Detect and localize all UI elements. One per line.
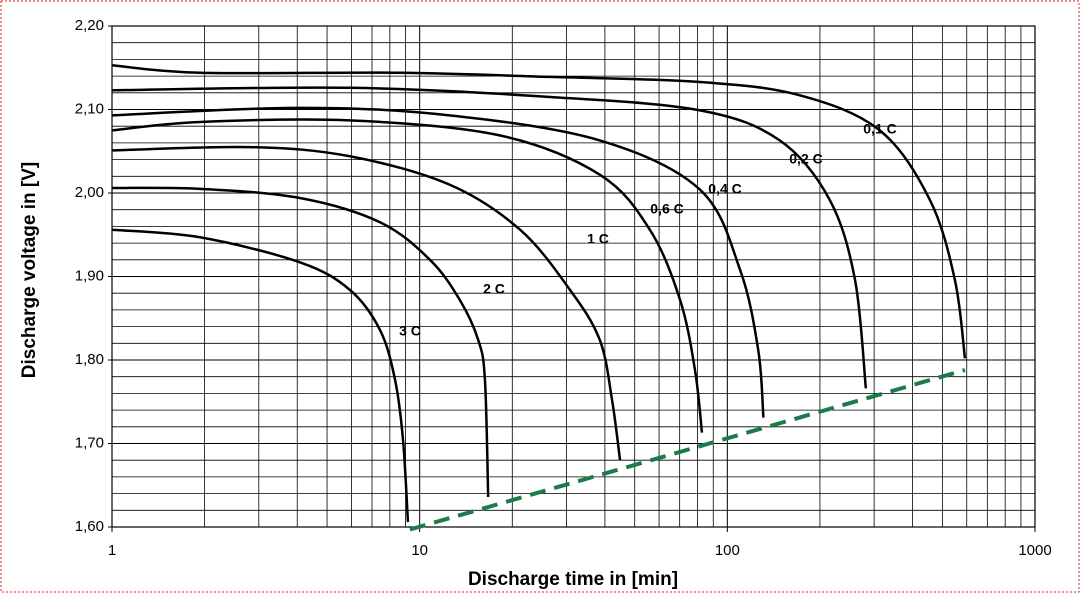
plot-border bbox=[111, 25, 1036, 528]
x-tick-label: 1000 bbox=[1018, 542, 1051, 559]
x-tick-label: 100 bbox=[715, 542, 740, 559]
x-tick-label: 1 bbox=[108, 542, 116, 559]
curve bbox=[111, 106, 765, 418]
limit-line bbox=[409, 368, 966, 532]
curve-label: 0,2 C bbox=[789, 151, 822, 167]
curve-label: 3 C bbox=[399, 323, 421, 339]
y-tick-label: 2,20 bbox=[75, 17, 104, 34]
x-axis-title: Discharge time in [min] bbox=[468, 569, 678, 590]
curve-label: 0,1 C bbox=[863, 121, 896, 137]
curve bbox=[111, 228, 410, 523]
y-tick-label: 2,10 bbox=[75, 100, 104, 117]
curve bbox=[111, 186, 490, 497]
y-axis-title: Discharge voltage in [V] bbox=[19, 162, 40, 378]
y-tick-label: 1,90 bbox=[75, 267, 104, 284]
curve bbox=[111, 145, 622, 461]
curve-label: 0,6 C bbox=[650, 201, 683, 217]
x-tick-label: 10 bbox=[411, 542, 428, 559]
curve bbox=[111, 118, 704, 433]
curve bbox=[111, 86, 868, 389]
y-tick-label: 1,70 bbox=[75, 434, 104, 451]
y-tick-label: 2,00 bbox=[75, 184, 104, 201]
curve bbox=[111, 63, 967, 359]
y-tick-label: 1,60 bbox=[75, 518, 104, 535]
curve-label: 1 C bbox=[587, 231, 609, 247]
curve-label: 0,4 C bbox=[708, 181, 741, 197]
y-tick-label: 1,80 bbox=[75, 351, 104, 368]
curve-label: 2 C bbox=[483, 281, 505, 297]
